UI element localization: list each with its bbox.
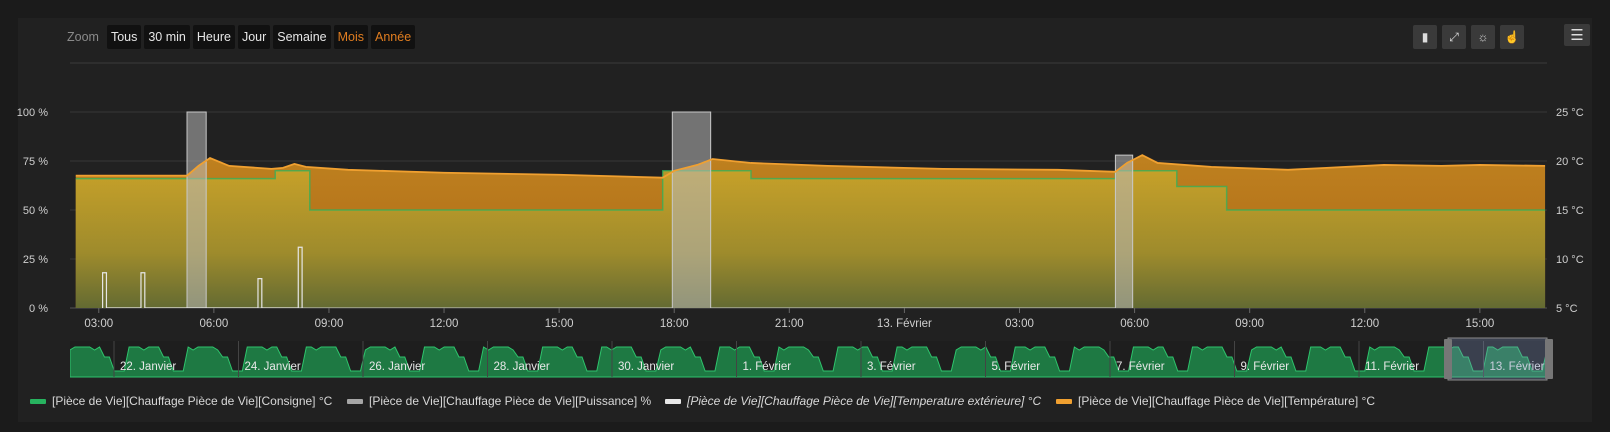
- navigator-label: 9. Février: [1241, 361, 1290, 373]
- y-left-tick-label: 75 %: [23, 156, 48, 168]
- x-tick-label: 12:00: [430, 318, 459, 330]
- y-left-tick-label: 25 %: [23, 254, 48, 266]
- legend-swatch-temperature: [1056, 398, 1072, 404]
- zoom-bar: Zoom Tous 30 min Heure Jour Semaine Mois…: [67, 25, 416, 49]
- legend-label-puissance: [Pièce de Vie][Chauffage Pièce de Vie][P…: [369, 394, 652, 408]
- x-tick-label: 18:00: [660, 318, 689, 330]
- navigator-label: 7. Février: [1116, 361, 1165, 373]
- legend-label-temp-ext: [Pièce de Vie][Chauffage Pièce de Vie][T…: [687, 394, 1042, 408]
- x-tick-label: 15:00: [1465, 318, 1494, 330]
- legend-item-consigne[interactable]: [Pièce de Vie][Chauffage Pièce de Vie][C…: [30, 394, 347, 408]
- zoom-month-button[interactable]: Mois: [333, 25, 369, 49]
- y-left-tick-label: 50 %: [23, 205, 48, 217]
- y-right-tick-label: 10 °C: [1556, 254, 1584, 266]
- navigator-label: 22. Janvier: [120, 361, 176, 373]
- zoom-label: Zoom: [67, 30, 99, 44]
- navigator-label: 11. Février: [1365, 361, 1419, 373]
- ruler-icon[interactable]: ▮: [1413, 25, 1437, 49]
- x-tick-label: 03:00: [1005, 318, 1034, 330]
- consigne-area: [75, 170, 1546, 308]
- x-tick-label: 03:00: [84, 318, 113, 330]
- zoom-30min-button[interactable]: 30 min: [144, 25, 190, 49]
- legend: [Pièce de Vie][Chauffage Pièce de Vie][C…: [30, 394, 1375, 408]
- x-tick-label: 06:00: [199, 318, 228, 330]
- y-left-tick-label: 100 %: [17, 107, 48, 119]
- y-right-tick-label: 25 °C: [1556, 107, 1584, 119]
- y-right-tick-label: 20 °C: [1556, 156, 1584, 168]
- x-tick-label: 12:00: [1350, 318, 1379, 330]
- x-tick-label: 21:00: [775, 318, 804, 330]
- navigator-handle-right: [1545, 339, 1553, 379]
- outdoor-temperature-line: [102, 246, 303, 308]
- navigator-label: 28. Janvier: [494, 361, 550, 373]
- hamburger-menu-icon[interactable]: ☰: [1564, 24, 1590, 46]
- navigator-label: 30. Janvier: [618, 361, 674, 373]
- temperature-line: [75, 154, 1546, 179]
- zoom-week-button[interactable]: Semaine: [273, 25, 331, 49]
- legend-swatch-puissance: [347, 398, 363, 404]
- legend-label-temperature: [Pièce de Vie][Chauffage Pièce de Vie][T…: [1078, 394, 1375, 408]
- navigator-handle-left: [1444, 339, 1452, 379]
- collapse-arrows-icon[interactable]: ⤢: [1442, 25, 1466, 49]
- legend-swatch-temp-ext: [665, 398, 681, 404]
- navigator-area: [70, 346, 1547, 378]
- navigator-selection: [1447, 337, 1548, 381]
- legend-item-puissance[interactable]: [Pièce de Vie][Chauffage Pièce de Vie][P…: [347, 394, 665, 408]
- zoom-hour-button[interactable]: Heure: [192, 25, 235, 49]
- chart-tools: ▮ ⤢ ☼ ☝: [1413, 25, 1524, 49]
- zoom-day-button[interactable]: Jour: [237, 25, 271, 49]
- zoom-all-button[interactable]: Tous: [106, 25, 142, 49]
- x-tick-label: 06:00: [1120, 318, 1149, 330]
- x-tick-label: 13. Février: [877, 318, 932, 330]
- navigator-label: 5. Février: [992, 361, 1041, 373]
- legend-item-temperature[interactable]: [Pièce de Vie][Chauffage Pièce de Vie][T…: [1056, 394, 1375, 408]
- navigator-label: 1. Février: [743, 361, 792, 373]
- hand-pointer-icon[interactable]: ☝: [1500, 25, 1524, 49]
- y-right-tick-label: 15 °C: [1556, 205, 1584, 217]
- sun-icon[interactable]: ☼: [1471, 25, 1495, 49]
- navigator-series: [70, 346, 1547, 378]
- puissance-area: [186, 111, 1134, 308]
- legend-label-consigne: [Pièce de Vie][Chauffage Pièce de Vie][C…: [52, 394, 333, 408]
- zoom-year-button[interactable]: Année: [371, 25, 416, 49]
- navigator-label: 3. Février: [867, 361, 916, 373]
- y-right-tick-label: 5 °C: [1556, 303, 1578, 315]
- legend-item-temp-ext[interactable]: [Pièce de Vie][Chauffage Pièce de Vie][T…: [665, 394, 1056, 408]
- navigator-label: 13. Février: [1490, 361, 1545, 373]
- navigator-label: 26. Janvier: [369, 361, 425, 373]
- y-left-tick-label: 0 %: [29, 303, 48, 315]
- legend-swatch-consigne: [30, 398, 46, 404]
- x-tick-label: 15:00: [545, 318, 574, 330]
- consigne-line: [75, 170, 1546, 211]
- x-tick-label: 09:00: [315, 318, 344, 330]
- navigator-label: 24. Janvier: [245, 361, 301, 373]
- x-tick-label: 09:00: [1235, 318, 1264, 330]
